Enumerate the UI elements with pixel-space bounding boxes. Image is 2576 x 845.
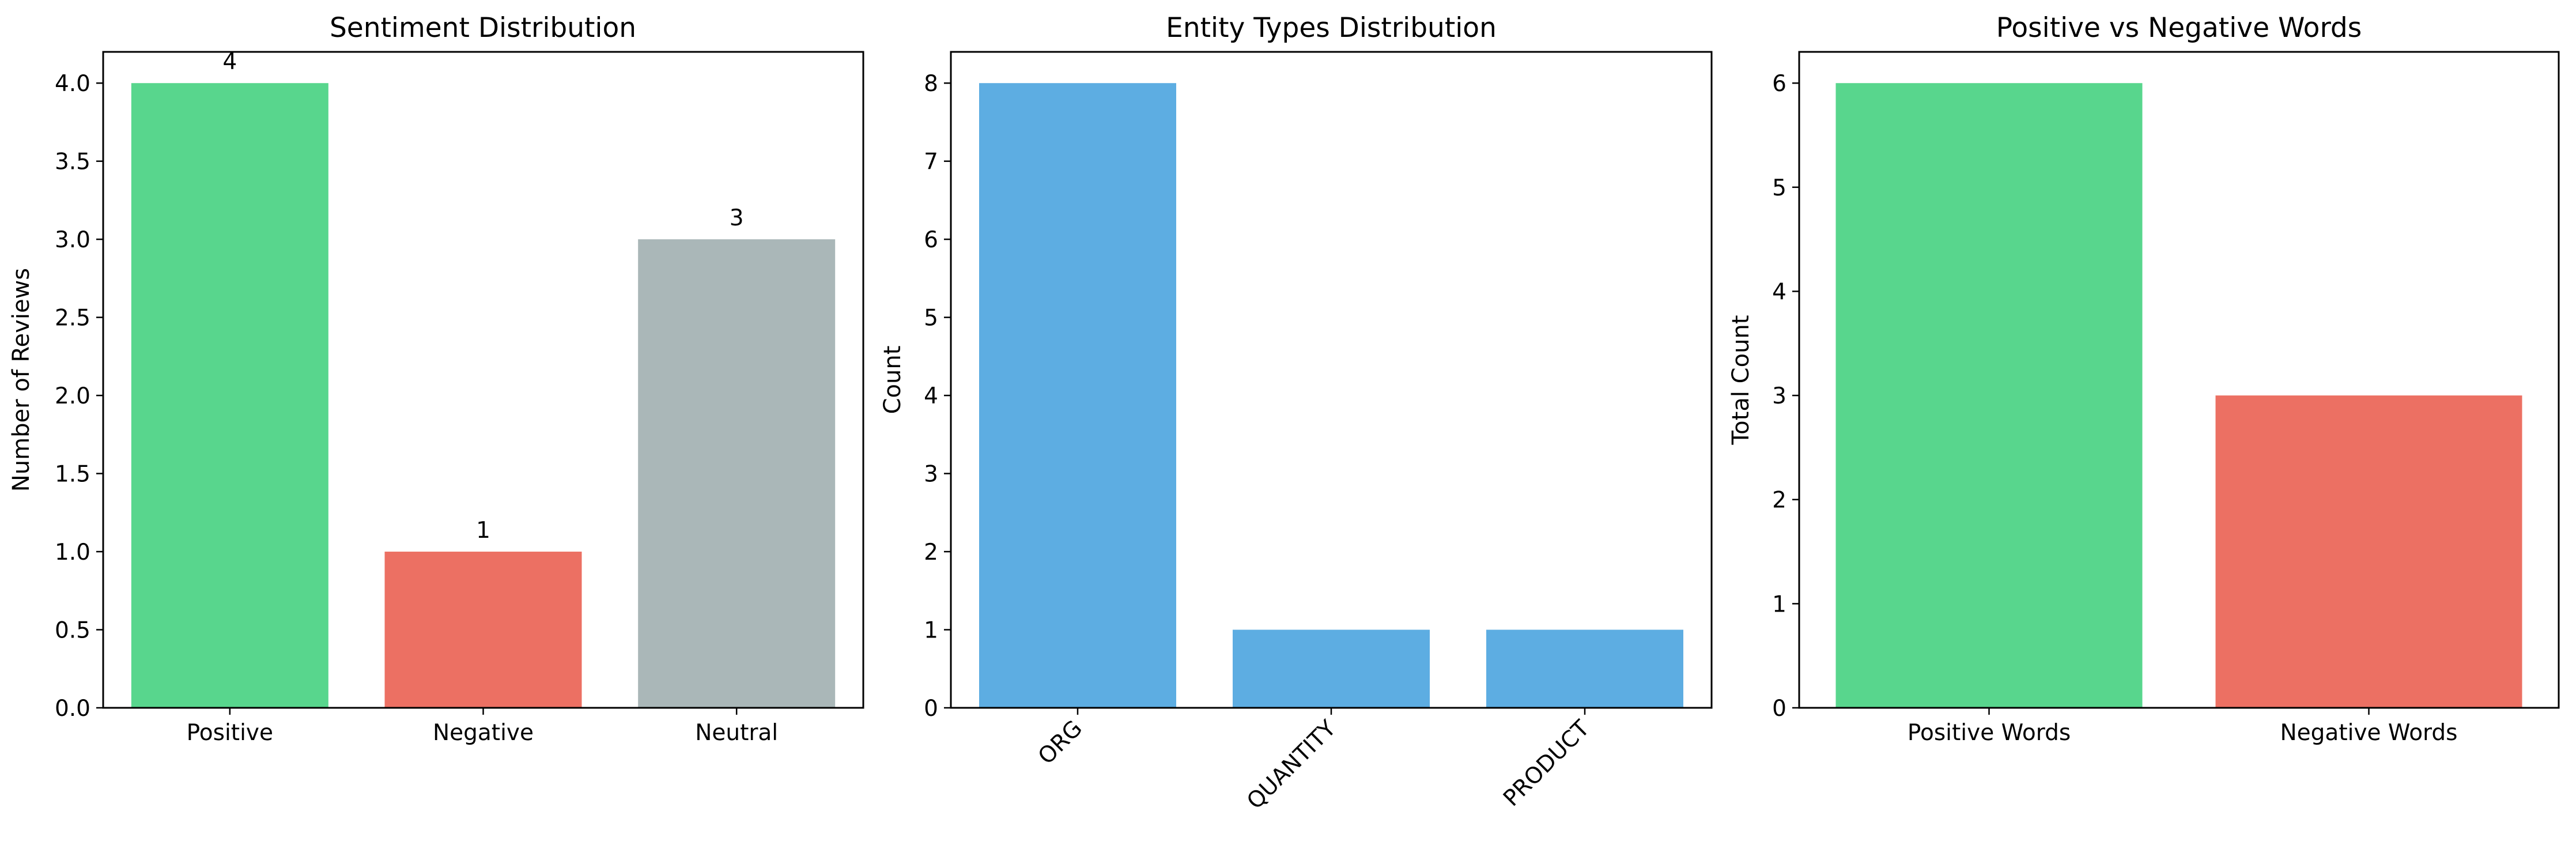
y-tick-label: 5 bbox=[1772, 175, 1786, 201]
y-tick-label: 1 bbox=[924, 618, 938, 644]
bar-quantity bbox=[1233, 629, 1430, 708]
chart-title: Sentiment Distribution bbox=[330, 12, 636, 44]
y-tick-label: 0.0 bbox=[55, 696, 90, 722]
x-tick-label: Negative Words bbox=[2280, 720, 2458, 746]
y-tick-label: 4 bbox=[1772, 279, 1786, 305]
y-tick-label: 6 bbox=[1772, 71, 1786, 97]
x-tick-label: Positive Words bbox=[1908, 720, 2071, 746]
y-axis-label: Total Count bbox=[1728, 315, 1754, 446]
bar-neutral bbox=[638, 239, 836, 708]
axes-frame bbox=[1798, 51, 2560, 709]
x-tick-label: QUANTITY bbox=[1242, 715, 1341, 814]
y-tick-label: 2 bbox=[1772, 488, 1786, 514]
y-tick-label: 3.0 bbox=[55, 227, 90, 253]
x-tick-label: PRODUCT bbox=[1498, 715, 1595, 812]
y-tick-label: 4.0 bbox=[55, 71, 90, 97]
y-axis-label: Count bbox=[879, 346, 906, 414]
x-tick-label: Negative bbox=[433, 720, 534, 746]
data-label: 1 bbox=[476, 518, 490, 544]
chart-title: Positive vs Negative Words bbox=[1996, 12, 2362, 44]
x-tick-label: ORG bbox=[1033, 715, 1087, 769]
y-tick-label: 0.5 bbox=[55, 618, 90, 644]
bar-positive bbox=[131, 83, 328, 708]
x-tick-label: Positive bbox=[187, 720, 273, 746]
bar-positive-words bbox=[1835, 83, 2143, 708]
y-axis-label: Number of Reviews bbox=[8, 268, 35, 492]
y-tick-label: 5 bbox=[924, 305, 938, 331]
y-tick-label: 1 bbox=[1772, 591, 1786, 617]
y-tick-label: 0 bbox=[1772, 696, 1786, 722]
y-tick-label: 8 bbox=[924, 71, 938, 97]
x-tick-label: Neutral bbox=[695, 720, 778, 746]
y-tick-label: 1.5 bbox=[55, 462, 90, 488]
y-tick-label: 7 bbox=[924, 149, 938, 175]
y-tick-label: 3 bbox=[924, 462, 938, 488]
chart-panel-3: 0 1 2 3 4 5 6 Positive Words Negative Words Posit… bbox=[1728, 12, 2560, 746]
bar-org bbox=[979, 83, 1176, 708]
y-tick-label: 0 bbox=[924, 696, 938, 722]
bar-negative-words bbox=[2215, 395, 2522, 708]
y-tick-label: 4 bbox=[924, 383, 938, 409]
y-tick-label: 1.0 bbox=[55, 540, 90, 565]
bar-negative bbox=[384, 552, 582, 708]
y-tick-label: 6 bbox=[924, 227, 938, 253]
y-tick-label: 2 bbox=[924, 540, 938, 565]
y-tick-label: 2.0 bbox=[55, 383, 90, 409]
chart-panel-1: 4 1 3 0.0 0.5 1.0 1.5 2.0 2.5 3.0 3.5 4.0 Positive Ne… bbox=[8, 12, 864, 746]
y-tick-label: 3 bbox=[1772, 383, 1786, 409]
y-tick-label: 3.5 bbox=[55, 149, 90, 175]
data-label: 4 bbox=[222, 49, 237, 75]
chart-title: Entity Types Distribution bbox=[1166, 12, 1497, 44]
chart-panel-2: 0 1 2 3 4 5 6 7 8 ORG QUANTITY PRODUCT Entity Types … bbox=[879, 12, 1713, 814]
y-tick-label: 2.5 bbox=[55, 305, 90, 331]
data-label: 3 bbox=[730, 205, 744, 231]
bar-product bbox=[1486, 629, 1683, 708]
